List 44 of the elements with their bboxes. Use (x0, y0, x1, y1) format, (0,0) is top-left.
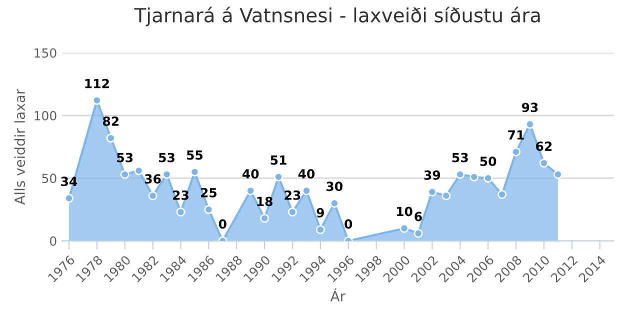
data-label: 23 (173, 190, 188, 200)
x-axis-title: Ár (330, 288, 346, 302)
data-label: 0 (218, 219, 226, 229)
point (512, 147, 521, 156)
data-label: 40 (298, 169, 315, 179)
point (120, 170, 130, 179)
point (260, 214, 270, 223)
data-label: 53 (452, 152, 468, 162)
y-tick-label: 0 (50, 236, 56, 246)
point (442, 191, 451, 200)
data-label: 71 (508, 130, 524, 140)
data-label: 112 (85, 78, 109, 88)
data-label: 53 (117, 152, 133, 162)
chart-title: Tjarnará á Vatnsnesi - laxveiði síðustu ára (134, 6, 540, 26)
point (414, 228, 423, 238)
y-axis-title: Alls veiddir laxar (14, 88, 26, 205)
data-label: 93 (522, 102, 538, 112)
data-label: 39 (424, 170, 440, 180)
point (148, 191, 158, 200)
y-tick-label: 150 (34, 48, 56, 58)
data-label: 40 (242, 169, 259, 179)
point (288, 208, 297, 217)
data-label: 50 (480, 156, 496, 166)
y-tick-label: 50 (42, 174, 56, 184)
data-label: 10 (396, 206, 412, 216)
data-label: 25 (200, 188, 217, 198)
data-label: 23 (284, 190, 300, 200)
data-label: 9 (316, 208, 324, 218)
data-label: 82 (102, 116, 119, 126)
point (316, 225, 325, 234)
point (539, 158, 548, 168)
data-label: 62 (536, 142, 552, 152)
data-label: 30 (326, 182, 343, 192)
data-label: 36 (144, 174, 161, 184)
point (176, 208, 186, 217)
data-label: 0 (344, 219, 352, 229)
y-tick-label: 100 (34, 110, 56, 120)
data-label: 53 (159, 152, 174, 162)
data-label: 34 (61, 176, 78, 186)
data-label: 55 (186, 150, 203, 160)
data-label: 18 (257, 196, 272, 206)
data-label: 51 (270, 156, 286, 165)
data-label: 6 (414, 212, 422, 222)
point (498, 190, 507, 199)
